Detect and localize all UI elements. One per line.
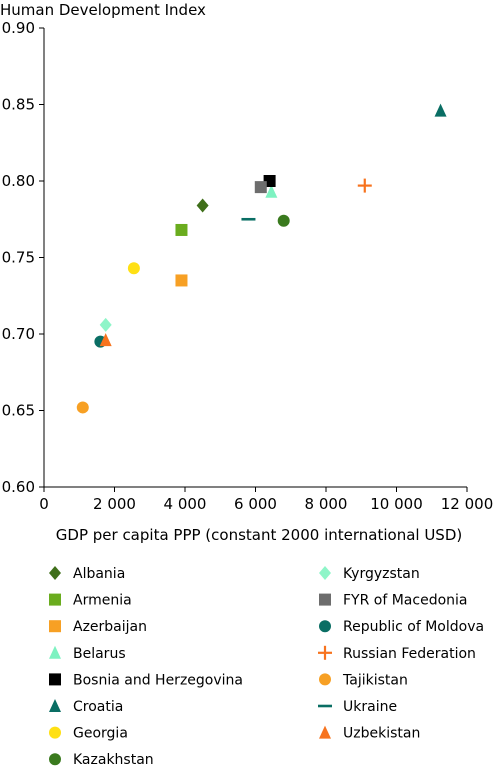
legend-item: Kazakhstan	[49, 752, 154, 768]
y-tick-label: 0.85	[2, 96, 35, 114]
point-kazakhstan	[277, 214, 290, 227]
legend-label: Armenia	[73, 593, 132, 609]
legend-label: Bosnia and Herzegovina	[73, 672, 243, 688]
y-tick-label: 0.80	[2, 172, 35, 190]
circle-legend-marker	[319, 620, 331, 633]
x-tick-label: 6 000	[234, 495, 277, 513]
legend-item: Belarus	[49, 645, 126, 662]
square-legend-marker	[319, 593, 331, 606]
point-albania	[196, 198, 209, 213]
triangle-legend-marker	[49, 699, 61, 712]
legend-label: Uzbekistan	[343, 726, 420, 742]
legend-label: Georgia	[73, 726, 128, 742]
legend-label: FYR of Macedonia	[343, 593, 468, 609]
triangle-legend-marker	[49, 645, 61, 659]
x-tick-label: 2 000	[93, 495, 136, 513]
point-russian-federation	[357, 178, 372, 193]
y-axis-label: Human Development Index	[0, 1, 206, 19]
legend-item: Croatia	[49, 699, 123, 715]
x-tick-label: 4 000	[164, 495, 207, 513]
legend-label: Republic of Moldova	[343, 619, 484, 635]
axes: 0.60 0.65 0.70 0.75 0.80 0.85 0.90 0 2 000 4 000 6…	[2, 19, 494, 513]
diamond-legend-marker	[49, 566, 61, 580]
y-tick-label: 0.70	[2, 325, 35, 343]
legend-item: Bosnia and Herzegovina	[49, 672, 243, 688]
x-tick-label: 0	[39, 495, 49, 513]
legend-label: Tajikistan	[342, 672, 408, 688]
legend-label: Croatia	[73, 699, 123, 715]
legend-item: Republic of Moldova	[319, 619, 484, 635]
point-belarus	[265, 184, 278, 198]
triangle-legend-marker	[319, 725, 331, 739]
square-legend-marker	[49, 620, 61, 633]
point-armenia	[175, 223, 188, 236]
x-tick-label: 12 000	[441, 495, 494, 513]
legend-label: Kazakhstan	[73, 752, 154, 768]
x-tick-label: 8 000	[305, 495, 348, 513]
data-points	[76, 103, 447, 414]
legend-item: Kyrgyzstan	[319, 566, 420, 582]
circle-legend-marker	[49, 726, 61, 739]
circle-legend-marker	[319, 673, 331, 686]
square-legend-marker	[49, 593, 61, 606]
y-tick-label: 0.90	[2, 19, 35, 37]
legend-label: Azerbaijan	[73, 619, 147, 635]
legend-label: Albania	[73, 566, 125, 582]
legend-item: Ukraine	[318, 699, 397, 715]
legend-label: Kyrgyzstan	[343, 566, 420, 582]
legend-label: Belarus	[73, 646, 126, 662]
circle-legend-marker	[49, 753, 61, 766]
y-tick-label: 0.65	[2, 402, 35, 420]
point-croatia	[434, 103, 447, 117]
point-tajikistan	[76, 401, 89, 414]
legend-label: Ukraine	[343, 699, 397, 715]
legend-item: Georgia	[49, 726, 128, 742]
legend-label: Russian Federation	[343, 646, 476, 662]
square-legend-marker	[49, 673, 61, 686]
legend-item: Uzbekistan	[319, 725, 420, 742]
y-tick-label: 0.75	[2, 249, 35, 267]
plus-legend-marker	[318, 645, 332, 660]
x-tick-label: 10 000	[370, 495, 423, 513]
legend-item: FYR of Macedonia	[319, 593, 468, 609]
point-kyrgyzstan	[99, 317, 112, 332]
legend-item: Azerbaijan	[49, 619, 147, 635]
point-azerbaijan	[175, 274, 188, 287]
point-uzbekistan	[99, 333, 112, 347]
y-tick-label: 0.60	[2, 478, 35, 496]
point-fyr-of-macedonia	[254, 181, 267, 194]
legend-item: Armenia	[49, 593, 132, 609]
x-axis-label: GDP per capita PPP (constant 2000 intern…	[56, 526, 462, 544]
legend-item: Albania	[49, 566, 125, 582]
legend-item: Russian Federation	[318, 645, 476, 662]
diamond-legend-marker	[319, 566, 331, 580]
point-georgia	[127, 262, 140, 275]
legend: Albania Armenia Azerbaijan Belarus Bosnia an…	[49, 566, 484, 768]
legend-item: Tajikistan	[319, 672, 408, 688]
